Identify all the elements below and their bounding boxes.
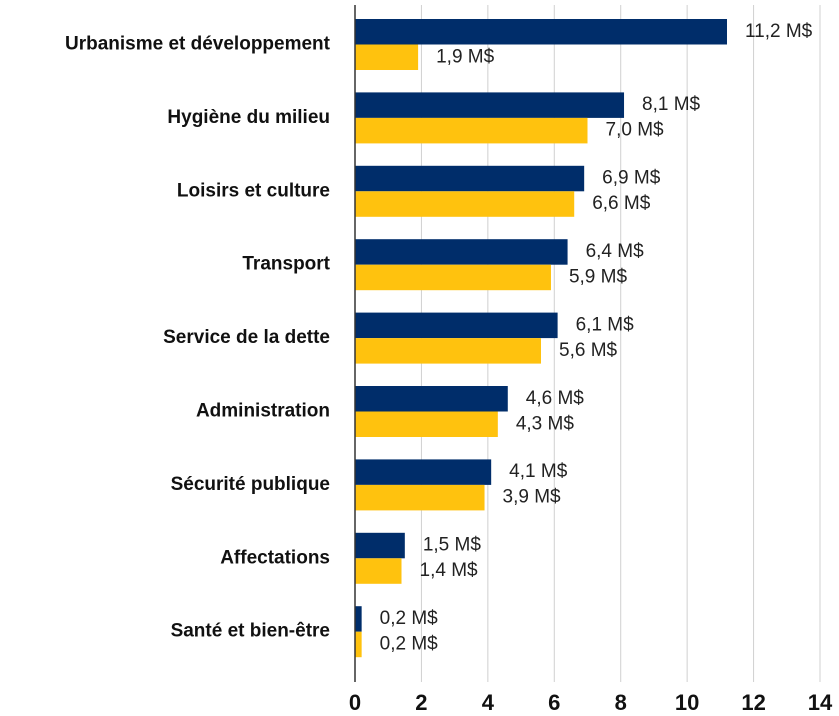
value-label: 1,9 M$ — [436, 46, 495, 67]
bar — [355, 92, 625, 118]
x-tick-label: 4 — [482, 690, 495, 715]
bar — [355, 631, 362, 658]
x-tick-label: 0 — [349, 690, 361, 715]
value-label: 5,6 M$ — [559, 340, 618, 361]
value-label: 6,1 M$ — [576, 314, 635, 335]
category-label: Loisirs et culture — [177, 180, 330, 201]
bar — [355, 165, 585, 192]
value-label: 4,3 M$ — [516, 413, 575, 434]
x-tick-label: 8 — [615, 690, 627, 715]
category-label: Hygiène du milieu — [167, 107, 330, 128]
category-label: Sécurité publique — [171, 474, 330, 495]
bar — [355, 606, 362, 632]
bar — [355, 411, 498, 437]
bar — [355, 191, 575, 217]
value-label: 6,9 M$ — [602, 168, 661, 189]
bar — [355, 484, 485, 511]
x-tick-label: 10 — [675, 690, 699, 715]
value-label: 1,5 M$ — [423, 535, 482, 556]
bar — [355, 459, 492, 485]
bar — [355, 19, 727, 45]
value-label: 1,4 M$ — [420, 560, 479, 581]
value-label: 5,9 M$ — [569, 266, 628, 287]
bar — [355, 117, 588, 144]
x-tick-label: 14 — [808, 690, 833, 715]
bar — [355, 558, 402, 584]
value-label: 11,2 M$ — [745, 21, 813, 42]
value-label: 4,6 M$ — [526, 388, 585, 409]
value-label: 6,4 M$ — [586, 241, 645, 262]
category-label: Transport — [242, 254, 330, 275]
value-label: 3,9 M$ — [503, 487, 562, 508]
bar — [355, 264, 551, 291]
value-label: 6,6 M$ — [592, 193, 651, 214]
value-label: 0,2 M$ — [380, 608, 439, 629]
category-label: Service de la dette — [163, 327, 330, 348]
category-label: Santé et bien-être — [171, 621, 330, 642]
category-label: Administration — [196, 401, 330, 422]
value-label: 8,1 M$ — [642, 94, 701, 115]
x-tick-label: 12 — [741, 690, 765, 715]
x-tick-label: 2 — [415, 690, 427, 715]
category-label: Affectations — [220, 547, 330, 568]
bar — [355, 239, 568, 265]
value-label: 0,2 M$ — [380, 633, 439, 654]
value-label: 7,0 M$ — [606, 120, 665, 141]
value-label: 4,1 M$ — [509, 461, 568, 482]
category-label: Urbanisme et développement — [65, 34, 331, 55]
bar — [355, 386, 508, 412]
x-tick-label: 6 — [548, 690, 560, 715]
bar — [355, 532, 405, 559]
bar — [355, 44, 419, 70]
bar — [355, 312, 558, 339]
bar — [355, 338, 541, 364]
